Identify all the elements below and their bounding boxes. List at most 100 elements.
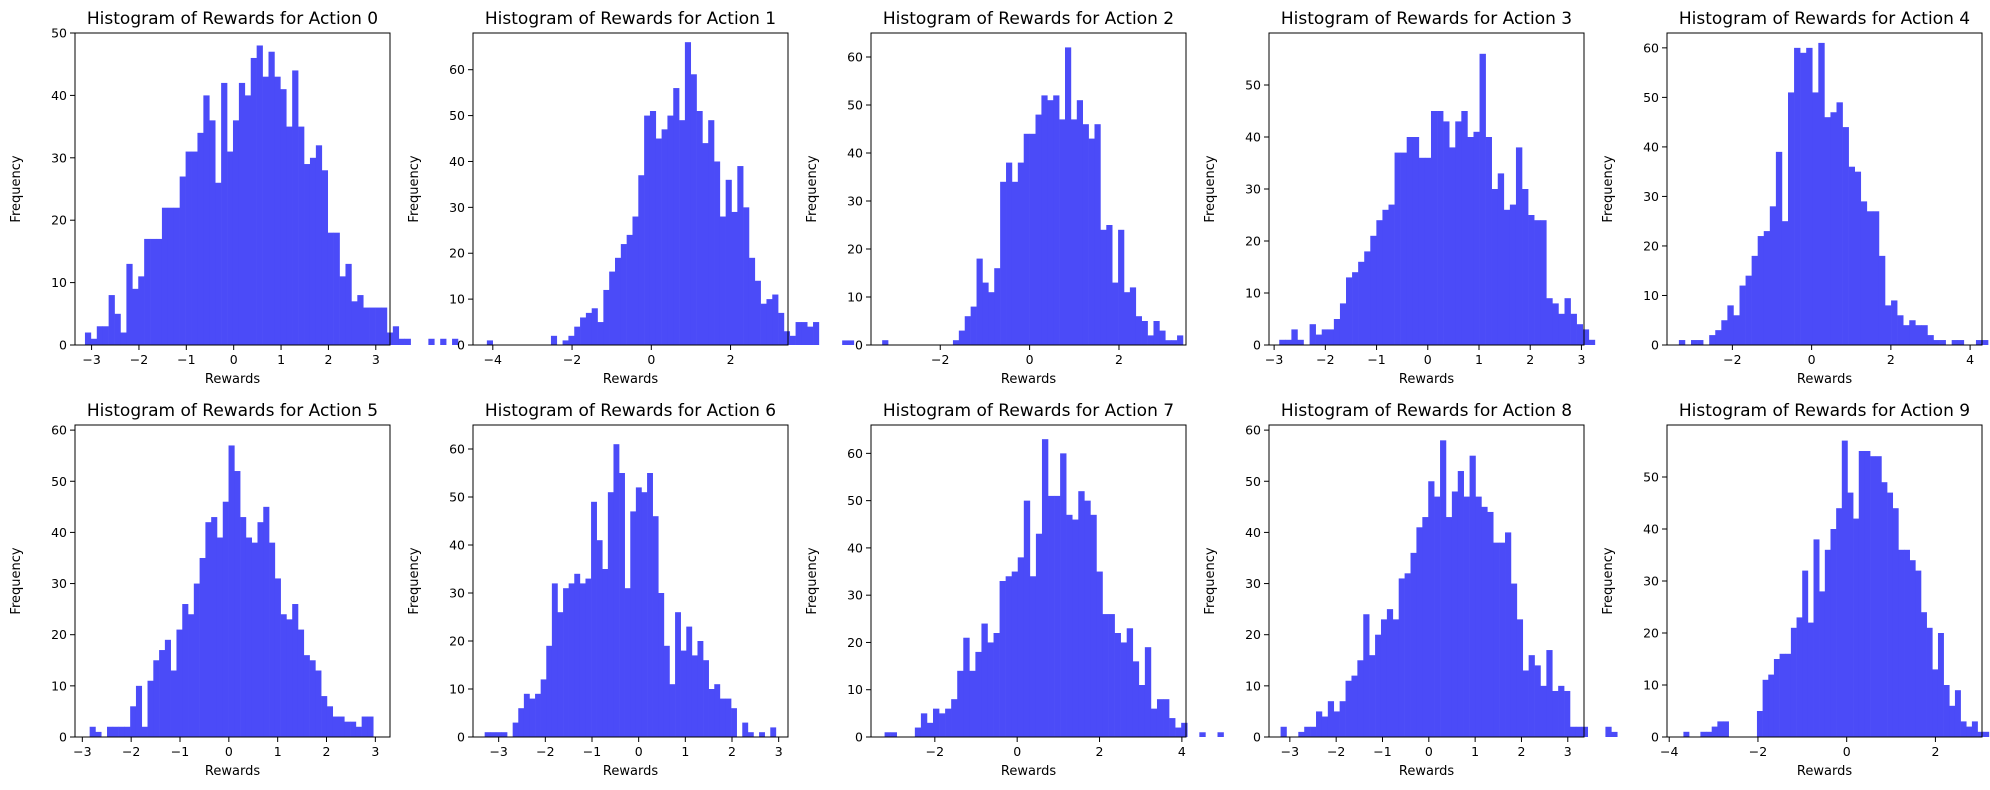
- histogram-bar: [1779, 653, 1786, 737]
- histogram-bar: [350, 721, 357, 737]
- histogram-bar: [926, 722, 934, 737]
- histogram-bar: [939, 713, 946, 737]
- histogram-bar: [585, 312, 592, 345]
- histogram-bar: [684, 42, 692, 346]
- x-tick-label: −2: [1723, 352, 1741, 367]
- y-axis-label: Frequency: [1203, 155, 1218, 222]
- histogram-bar: [120, 332, 127, 345]
- histogram-bar: [1813, 539, 1820, 737]
- histogram-bar: [1807, 622, 1814, 737]
- histogram-bar: [221, 82, 228, 346]
- histogram-bar: [1469, 455, 1476, 737]
- histogram-bar: [203, 95, 210, 346]
- histogram-bar: [574, 326, 581, 345]
- histogram-bar: [369, 307, 376, 345]
- histogram-bar: [1957, 340, 1965, 345]
- histogram-bar: [321, 170, 329, 345]
- histogram-bar: [124, 726, 131, 737]
- histogram-bar: [1084, 500, 1091, 737]
- y-tick-label: 50: [449, 490, 465, 505]
- y-tick-label: 20: [1643, 626, 1659, 641]
- histogram-bar: [663, 645, 670, 737]
- histogram-bar: [144, 238, 151, 345]
- histogram-bar: [179, 176, 186, 345]
- histogram-bar: [807, 326, 814, 345]
- histogram-bar: [1841, 440, 1848, 737]
- y-axis-label: Frequency: [1601, 547, 1616, 614]
- histogram-bar: [714, 684, 721, 737]
- histogram-bar: [1983, 731, 1990, 737]
- histogram-bar: [1364, 251, 1371, 345]
- histogram-bar: [1605, 726, 1612, 737]
- histogram-bar: [1853, 518, 1860, 737]
- y-tick-label: 10: [51, 678, 67, 693]
- histogram-bar: [1951, 340, 1959, 345]
- x-tick-label: 1: [274, 744, 282, 759]
- y-axis-label: Frequency: [407, 155, 422, 222]
- histogram-bar: [641, 492, 648, 737]
- histogram-bar: [1534, 220, 1541, 345]
- histogram-bar: [141, 726, 148, 737]
- histogram-bar: [1072, 519, 1079, 737]
- histogram-bar: [540, 679, 547, 737]
- y-tick-label: 40: [1643, 522, 1659, 537]
- histogram-bar: [1177, 335, 1184, 345]
- histogram-bar: [667, 115, 674, 345]
- panel-title: Histogram of Rewards for Action 9: [1679, 401, 1970, 421]
- histogram-bar: [976, 258, 983, 345]
- histogram-bar: [1515, 147, 1523, 345]
- histogram-bar: [1588, 339, 1596, 345]
- histogram-bar: [257, 522, 264, 737]
- y-tick-label: 10: [847, 290, 863, 305]
- x-tick-label: 2: [1096, 744, 1104, 759]
- histogram-bar: [132, 288, 139, 345]
- histogram-bar: [669, 684, 676, 737]
- y-tick-label: 0: [855, 338, 863, 353]
- histogram-bar: [945, 708, 952, 737]
- histogram-bar: [1041, 439, 1049, 737]
- panel-title: Histogram of Rewards for Action 1: [485, 9, 776, 29]
- histogram-bar: [1106, 225, 1113, 345]
- histogram-bar: [188, 614, 195, 737]
- histogram-bar: [1921, 325, 1928, 345]
- x-axis-label: Rewards: [603, 372, 658, 387]
- y-tick-label: 10: [51, 275, 67, 290]
- histogram-bar: [1461, 111, 1468, 345]
- histogram-bar: [1175, 727, 1182, 737]
- histogram-bar: [159, 650, 166, 737]
- histogram-bar: [1129, 287, 1137, 345]
- x-tick-label: 3: [775, 744, 783, 759]
- y-tick-label: 60: [1245, 423, 1261, 438]
- histogram-bar: [1060, 453, 1067, 737]
- histogram-bar: [1090, 514, 1097, 737]
- histogram-bar: [1309, 324, 1316, 345]
- histogram-bar: [1794, 47, 1801, 346]
- y-tick-label: 0: [457, 730, 465, 745]
- panel-title: Histogram of Rewards for Action 8: [1281, 401, 1572, 421]
- histogram-bar: [315, 145, 323, 345]
- y-tick-label: 40: [1643, 139, 1659, 154]
- histogram-bar: [244, 95, 252, 346]
- histogram-bar: [632, 216, 639, 345]
- histogram-bar: [89, 726, 96, 737]
- histogram-bar: [1345, 680, 1352, 737]
- histogram-bar: [1943, 685, 1950, 737]
- histogram-bar: [1977, 731, 1984, 737]
- x-tick-label: 0: [1424, 352, 1432, 367]
- x-tick-label: 1: [1475, 352, 1483, 367]
- histogram-bar: [1897, 315, 1904, 345]
- histogram-bar: [326, 706, 334, 737]
- histogram-bar: [1723, 721, 1729, 737]
- histogram-bar: [1048, 495, 1055, 737]
- y-tick-label: 10: [1643, 288, 1659, 303]
- histogram-bar: [268, 51, 275, 345]
- histogram-bar: [1481, 506, 1488, 737]
- histogram-bar: [1505, 532, 1512, 737]
- y-axis-label: Frequency: [1601, 155, 1616, 222]
- histogram-bar: [1005, 576, 1012, 737]
- histogram-bars: [1683, 440, 1990, 737]
- histogram-bar: [286, 126, 293, 345]
- x-tick-label: −3: [489, 744, 507, 759]
- histogram-bar: [357, 295, 364, 345]
